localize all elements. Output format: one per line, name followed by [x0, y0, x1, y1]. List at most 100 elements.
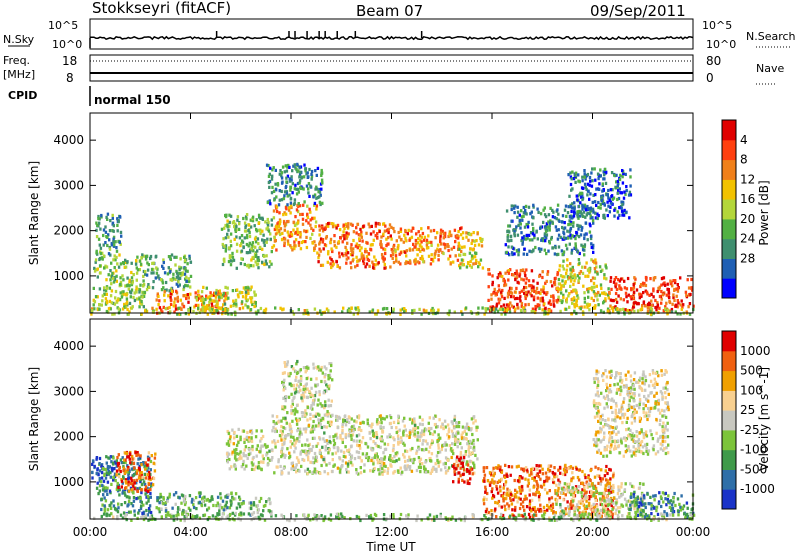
power-cell — [186, 269, 189, 273]
velocity-cell — [397, 441, 400, 445]
power-cell — [581, 248, 585, 252]
power-cell — [461, 263, 464, 267]
power-cell — [494, 307, 498, 311]
power-cell — [422, 308, 426, 312]
velocity-cell — [313, 470, 316, 474]
velocity-cell — [320, 463, 323, 468]
power-cell — [606, 214, 609, 218]
power-heatmap — [90, 162, 695, 317]
velocity-cell — [104, 476, 108, 480]
velocity-cell — [137, 511, 140, 515]
power-cell — [524, 294, 527, 298]
power-cell — [273, 198, 276, 202]
power-cell — [592, 221, 595, 225]
power-cell — [274, 306, 277, 310]
power-cell — [128, 310, 131, 314]
power-cell — [299, 170, 302, 174]
velocity-cell — [243, 440, 246, 444]
power-cell — [102, 233, 105, 238]
power-cell — [200, 298, 203, 302]
power-cell — [299, 247, 303, 251]
power-cell — [380, 235, 383, 239]
velocity-cell — [509, 473, 512, 477]
power-cell — [563, 226, 567, 230]
power-cell — [596, 270, 599, 274]
velocity-cell — [117, 506, 120, 510]
velocity-cell — [230, 491, 233, 495]
velocity-cell — [316, 442, 320, 446]
velocity-cell — [379, 425, 382, 429]
power-cell — [170, 253, 174, 257]
power-cell — [523, 237, 526, 241]
power-cell — [657, 286, 660, 290]
power-cell — [211, 308, 214, 312]
velocity-cell — [160, 507, 163, 511]
power-cell — [495, 304, 498, 308]
power-cell — [444, 231, 447, 235]
velocity-cell — [469, 477, 472, 481]
velocity-cell — [379, 460, 382, 464]
power-cell — [666, 282, 669, 286]
velocity-cell — [462, 437, 465, 441]
power-cell — [293, 247, 296, 251]
power-cell — [620, 206, 623, 210]
velocity-cell — [283, 426, 287, 431]
power-cell — [454, 240, 457, 244]
power-cell — [403, 309, 406, 313]
power-cell — [362, 254, 365, 258]
velocity-cell — [233, 436, 236, 440]
power-cell — [117, 265, 121, 269]
power-cell — [452, 260, 455, 264]
velocity-cell — [299, 450, 303, 454]
power-cell — [417, 237, 420, 241]
power-cell — [448, 309, 451, 313]
velocity-cell — [260, 444, 263, 448]
power-cell — [321, 238, 325, 242]
power-cell — [352, 238, 355, 243]
power-cell — [119, 262, 123, 266]
velocity-cell — [259, 496, 263, 501]
velocity-cell — [459, 456, 462, 460]
power-cell — [565, 300, 568, 304]
power-cell — [508, 224, 512, 228]
velocity-cell — [310, 428, 313, 432]
power-cell — [527, 220, 530, 224]
velocity-cell — [463, 429, 466, 434]
power-cell — [536, 303, 539, 307]
power-cell — [398, 235, 401, 239]
velocity-cell — [305, 387, 308, 391]
power-cell — [241, 291, 244, 295]
velocity-cell — [483, 496, 486, 500]
velocity-cell — [308, 442, 311, 446]
velocity-cell — [126, 504, 129, 508]
power-cell — [468, 232, 471, 236]
velocity-cell — [336, 418, 339, 422]
power-cell — [598, 182, 601, 186]
velocity-cell — [351, 463, 354, 467]
power-cell — [568, 194, 571, 198]
power-cell — [520, 215, 524, 219]
velocity-cell — [408, 431, 412, 435]
power-cell — [286, 165, 289, 169]
velocity-cell — [124, 493, 127, 497]
velocity-cell — [375, 433, 379, 437]
velocity-cell — [361, 452, 365, 456]
power-cell — [687, 305, 690, 309]
velocity-cell — [466, 442, 469, 446]
velocity-cell — [377, 468, 380, 472]
power-cell — [248, 231, 251, 235]
power-cell — [553, 252, 557, 256]
velocity-cell — [210, 495, 214, 499]
velocity-cell — [266, 444, 269, 448]
velocity-cell — [334, 414, 338, 418]
power-cell — [555, 217, 558, 221]
velocity-cell — [280, 419, 283, 423]
power-cell — [135, 278, 138, 282]
power-cell — [286, 239, 290, 243]
power-cell — [303, 163, 306, 167]
power-cell — [670, 307, 674, 312]
power-cell — [317, 260, 320, 264]
power-cell — [116, 298, 120, 302]
power-cell — [125, 297, 129, 301]
power-cell — [288, 177, 291, 181]
